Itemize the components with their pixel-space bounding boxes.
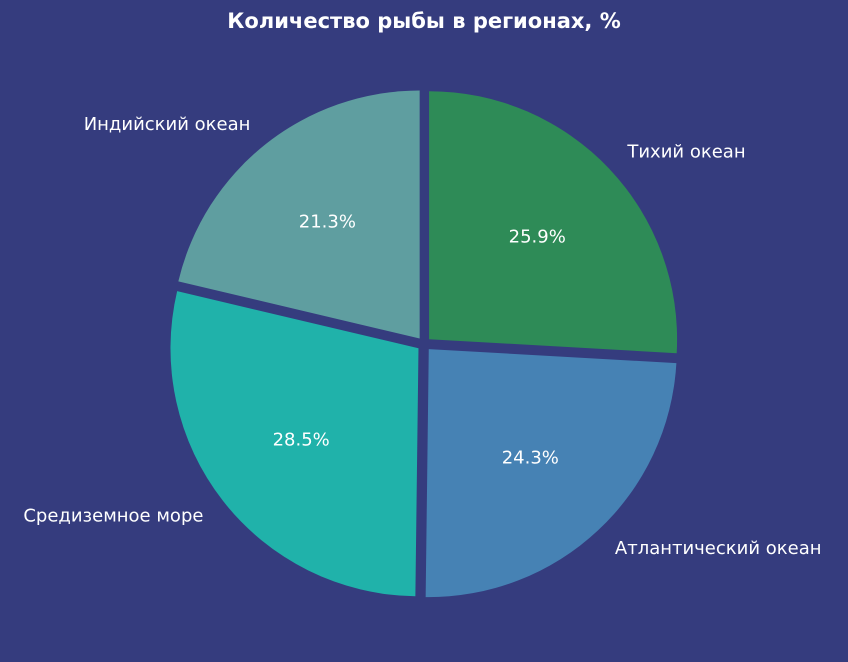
percent-labels: 25.9% 24.3% 28.5% 21.3% — [273, 211, 566, 468]
slice-percent-label: 25.9% — [509, 226, 566, 247]
category-labels: Тихий океан Атлантический океан Средиземно… — [23, 114, 821, 559]
pie-slices — [170, 90, 678, 598]
slice-category-label: Индийский океан — [84, 114, 251, 135]
slice-category-label: Средиземное море — [23, 506, 203, 527]
pie-slice — [170, 291, 419, 597]
chart-title: Количество рыбы в регионах, % — [227, 9, 621, 33]
pie-slice — [425, 349, 677, 598]
slice-percent-label: 24.3% — [502, 447, 559, 468]
slice-category-label: Атлантический океан — [615, 538, 822, 559]
slice-category-label: Тихий океан — [626, 141, 745, 162]
slice-percent-label: 28.5% — [273, 429, 330, 450]
pie-slice — [429, 91, 678, 354]
pie-slice — [178, 90, 420, 339]
slice-percent-label: 21.3% — [299, 211, 356, 232]
